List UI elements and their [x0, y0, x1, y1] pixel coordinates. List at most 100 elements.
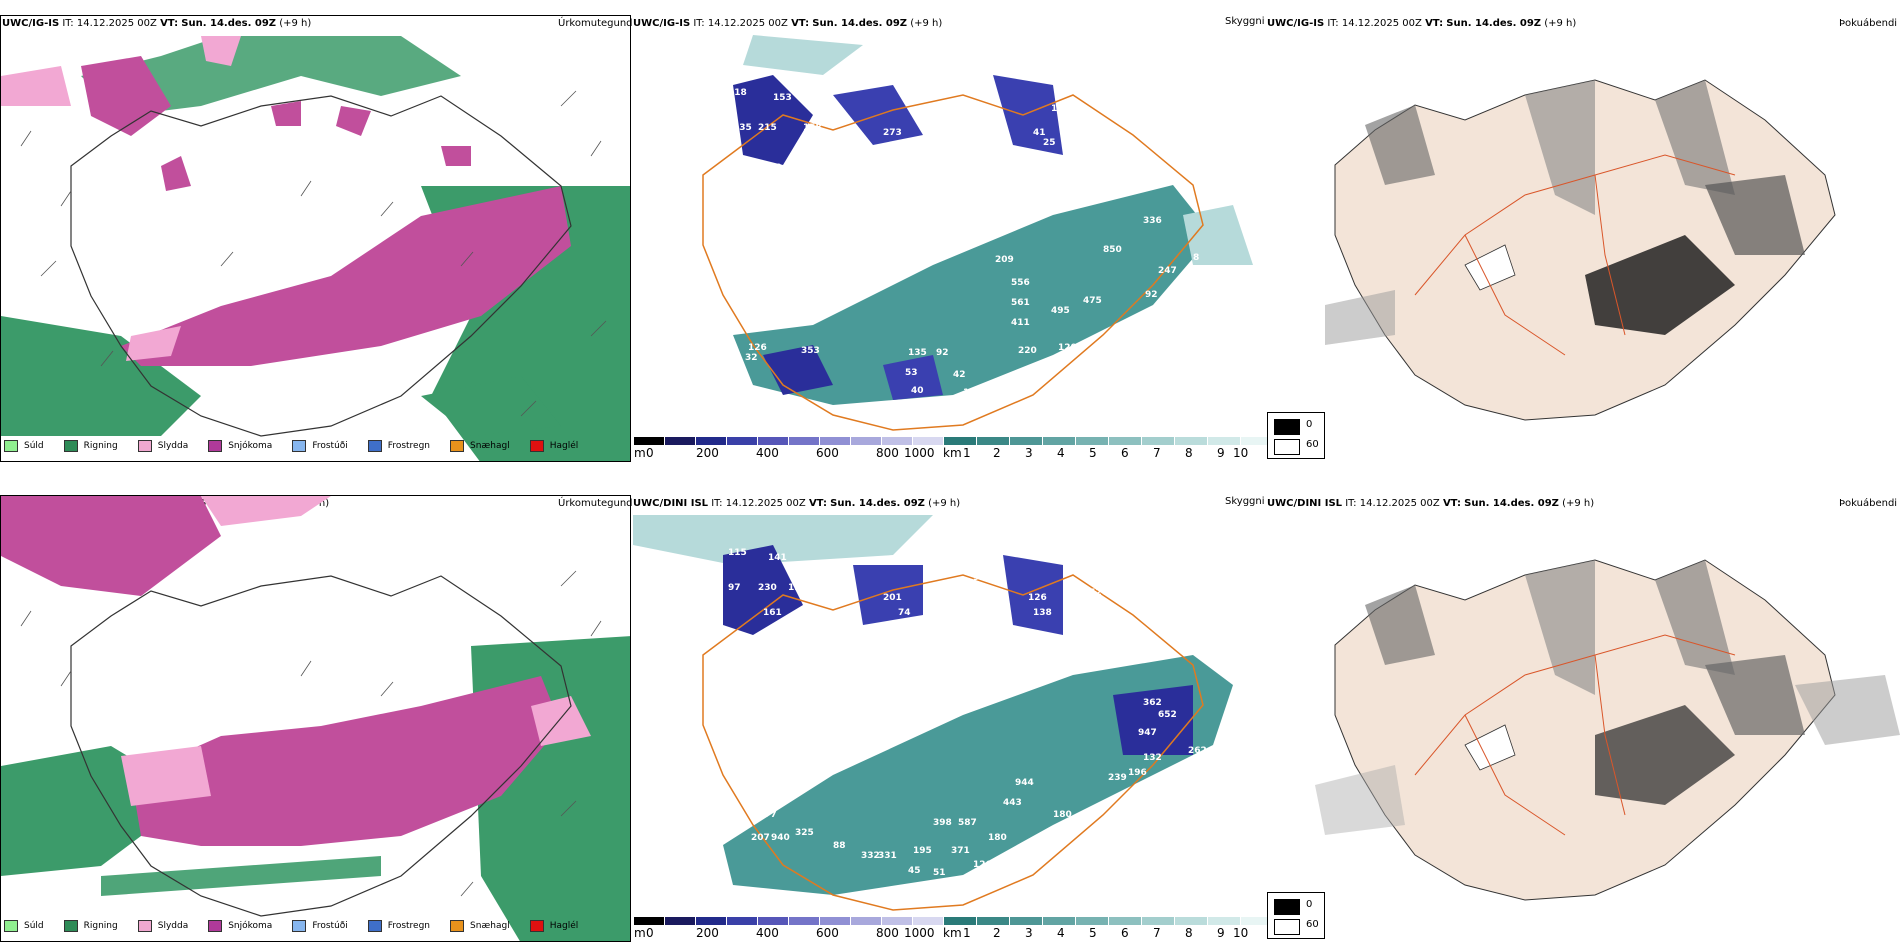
vis-label: 32	[745, 353, 758, 363]
vis-label: 45	[908, 866, 921, 876]
panel-title-precip: Úrkomutegund	[558, 18, 633, 29]
legend-item: Haglél	[529, 440, 578, 452]
panel-title-visibility: Skyggni	[1225, 16, 1265, 27]
fog-legend: 0 60	[1267, 892, 1325, 939]
colorbar-km	[944, 437, 1273, 447]
colorbar-unit-m: m	[634, 446, 646, 460]
vis-label: 193	[1188, 766, 1207, 776]
vis-label: 230	[758, 583, 777, 593]
tick: 600	[816, 446, 839, 460]
vis-label: 140	[763, 163, 782, 173]
tick: 800	[876, 446, 899, 460]
legend-item: Slydda	[137, 440, 188, 452]
vis-label: 355	[1103, 588, 1122, 598]
vis-label: 336	[1143, 216, 1162, 226]
tick: 1	[963, 446, 971, 460]
legend-item: Súld	[4, 440, 44, 452]
vis-label: 126	[748, 343, 767, 353]
vis-label: 41	[1033, 128, 1046, 138]
legend-item: Snjókoma	[208, 440, 272, 452]
vis-label: 273	[883, 128, 902, 138]
vis-label: 443	[1003, 798, 1022, 808]
vis-label: 25	[1043, 138, 1056, 148]
panel-title-precip: Úrkomutegund	[558, 498, 633, 509]
legend-item: Frostúði	[292, 440, 348, 452]
visibility-map: 118 153 215 158 135 140 102 273 108 126 …	[633, 35, 1263, 435]
precip-type-map	[0, 15, 631, 462]
vis-label: 398	[933, 818, 952, 828]
vis-label: 8	[1193, 253, 1199, 263]
tick: 7	[1153, 926, 1161, 940]
vis-label: 239	[1108, 773, 1127, 783]
vis-label: 126	[1028, 593, 1047, 603]
vis-label: 126	[1093, 608, 1112, 618]
tick: 8	[1185, 446, 1193, 460]
colorbar-m	[634, 437, 944, 447]
tick: 10	[1233, 926, 1249, 940]
tick: 3	[1025, 926, 1033, 940]
vis-label: 141	[768, 553, 787, 563]
vis-label: 215	[758, 123, 777, 133]
vis-label: 556	[1011, 278, 1030, 288]
vis-label: 124	[1161, 296, 1180, 306]
vis-label: 126	[941, 104, 960, 114]
colorbar-m	[634, 917, 944, 927]
visibility-map: 115 141 230 153 97 161 162 201 74 88 85 …	[633, 515, 1263, 915]
vis-label: 947	[1138, 728, 1157, 738]
vis-label: 92	[1145, 290, 1158, 300]
fog-legend: 0 60	[1267, 412, 1325, 459]
legend-item: Rigning	[63, 440, 118, 452]
vis-label: 652	[1158, 710, 1177, 720]
vis-label: 209	[995, 255, 1014, 265]
panel-header: UWC/IG-IS IT: 14.12.2025 00Z VT: Sun. 14…	[2, 18, 312, 29]
tick: 6	[1121, 926, 1129, 940]
vis-label: 120	[1058, 343, 1077, 353]
vis-label: 128	[1225, 738, 1244, 748]
vis-label: 88	[833, 841, 846, 851]
vis-label: 40	[911, 386, 924, 396]
vis-label: 42	[953, 370, 966, 380]
vis-label: 332	[861, 851, 880, 861]
panel-header: UWC/DINI ISL IT: 14.12.2025 00Z VT: Sun.…	[1267, 498, 1595, 509]
legend-item: Frostregn	[367, 920, 430, 932]
fog-map	[1265, 515, 1900, 905]
panel-title-fog: Þokuábendi	[1839, 498, 1898, 509]
vis-label: 85	[933, 588, 946, 598]
vis-label: 195	[913, 846, 932, 856]
fog-legend-label: 60	[1306, 439, 1319, 450]
tick: 5	[1089, 446, 1097, 460]
tick: 200	[696, 926, 719, 940]
legend-item: Súld	[4, 920, 44, 932]
vis-label: 115	[728, 548, 747, 558]
vis-label: 371	[951, 846, 970, 856]
legend-item: Slydda	[137, 920, 188, 932]
vis-label: 325	[795, 828, 814, 838]
legend-item: Haglél	[529, 920, 578, 932]
colorbar-km	[944, 917, 1273, 927]
fog-legend-label: 60	[1306, 919, 1319, 930]
tick: 8	[1185, 926, 1193, 940]
tick: 3	[1025, 446, 1033, 460]
vis-label: 36	[1073, 173, 1086, 183]
tick: 4	[1057, 926, 1065, 940]
legend-item: Rigning	[63, 920, 118, 932]
tick: 6	[1121, 446, 1129, 460]
vis-label: 135	[1051, 104, 1070, 114]
fog-legend-label: 0	[1306, 419, 1313, 430]
vis-label: 331	[878, 851, 897, 861]
vis-label: 196	[1128, 768, 1147, 778]
vis-label: 158	[803, 123, 822, 133]
vis-label: 51	[933, 868, 946, 878]
vis-label: 587	[958, 818, 977, 828]
vis-label: 24	[1098, 163, 1111, 173]
panel-title-visibility: Skyggni	[1225, 496, 1265, 507]
vis-label: 353	[801, 346, 820, 356]
tick: 2	[993, 446, 1001, 460]
vis-label: 944	[1015, 778, 1034, 788]
vis-label: 13	[1088, 623, 1101, 633]
panel-header: UWC/IG-IS IT: 14.12.2025 00Z VT: Sun. 14…	[1267, 18, 1577, 29]
tick: 200	[696, 446, 719, 460]
vis-label: 153	[773, 93, 792, 103]
vis-label: 262	[1188, 746, 1207, 756]
tick: 0	[646, 926, 654, 940]
